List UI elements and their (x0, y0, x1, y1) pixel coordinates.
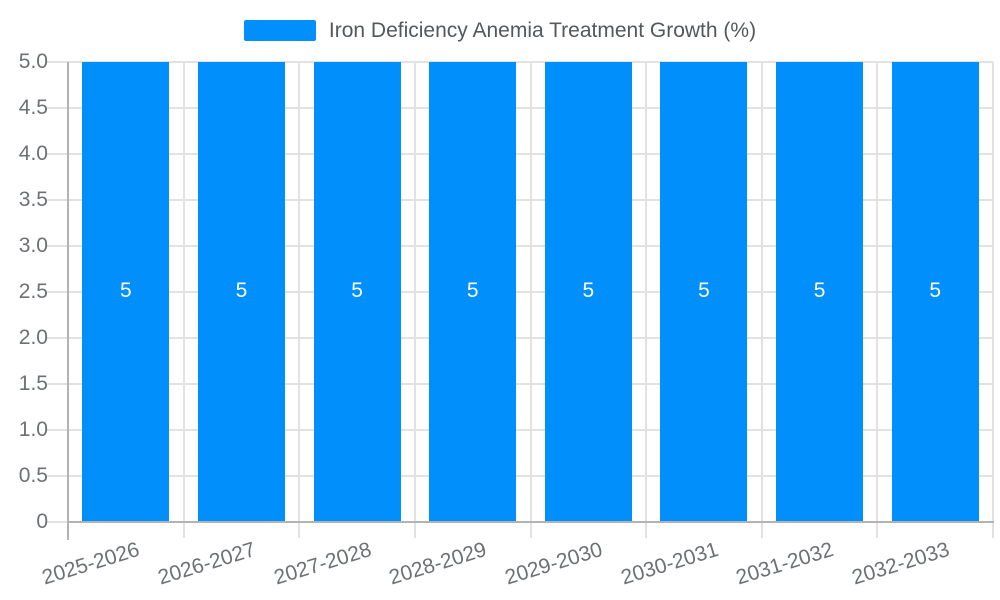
y-axis-tick-label: 4.5 (18, 96, 48, 119)
y-axis-tick-label: 3.5 (18, 188, 48, 211)
x-axis-tick-label: 2030-2031 (617, 538, 721, 590)
y-gridline (47, 429, 993, 431)
legend-swatch-icon (243, 19, 316, 41)
x-axis-tick-label: 2025-2026 (39, 538, 143, 590)
x-axis-tick-label: 2031-2032 (733, 538, 837, 590)
y-axis-tick-label: 4.0 (18, 142, 48, 165)
bar[interactable] (660, 62, 748, 522)
y-axis-tick-label: 1.5 (18, 372, 48, 395)
y-gridline (47, 291, 993, 293)
y-gridline (47, 199, 993, 201)
x-gridline (413, 62, 416, 538)
x-axis-tick-label: 2027-2028 (271, 538, 374, 590)
x-gridline (876, 62, 879, 538)
y-axis-line (67, 62, 69, 540)
x-gridline (298, 62, 301, 538)
bar[interactable] (544, 62, 632, 522)
x-axis-tick-label: 2026-2027 (155, 538, 259, 590)
y-gridline (47, 383, 993, 385)
x-gridline (760, 62, 763, 538)
legend-label: Iron Deficiency Anemia Treatment Growth … (328, 18, 757, 42)
y-gridline (47, 475, 993, 477)
y-gridline (47, 245, 993, 247)
x-gridline (992, 62, 994, 538)
x-axis-tick-label: 2028-2029 (386, 538, 490, 590)
bar[interactable] (891, 62, 979, 522)
y-axis-tick-label: 5.0 (18, 50, 48, 73)
chart-legend[interactable]: Iron Deficiency Anemia Treatment Growth … (0, 14, 1000, 46)
bar[interactable] (429, 62, 517, 522)
bar[interactable] (197, 62, 285, 522)
y-axis-tick-label: 3.0 (18, 234, 48, 257)
bar[interactable] (82, 62, 170, 522)
y-gridline (47, 337, 993, 339)
y-gridline (47, 153, 993, 155)
x-axis-tick-label: 2032-2033 (849, 538, 952, 590)
x-gridline (182, 62, 185, 538)
y-axis-tick-label: 2.5 (18, 280, 48, 303)
y-axis-tick-label: 2.0 (18, 326, 48, 349)
x-gridline (529, 62, 532, 538)
bar[interactable] (776, 62, 864, 522)
x-axis-tick-label: 2029-2030 (502, 538, 606, 590)
y-axis-tick-label: 0 (36, 510, 48, 533)
y-gridline (47, 61, 993, 63)
x-gridline (645, 62, 648, 538)
y-axis-tick-label: 0.5 (18, 464, 48, 487)
bar[interactable] (313, 62, 401, 522)
y-gridline (47, 107, 993, 109)
x-axis-line (67, 521, 994, 523)
y-axis-tick-label: 1.0 (18, 418, 48, 441)
